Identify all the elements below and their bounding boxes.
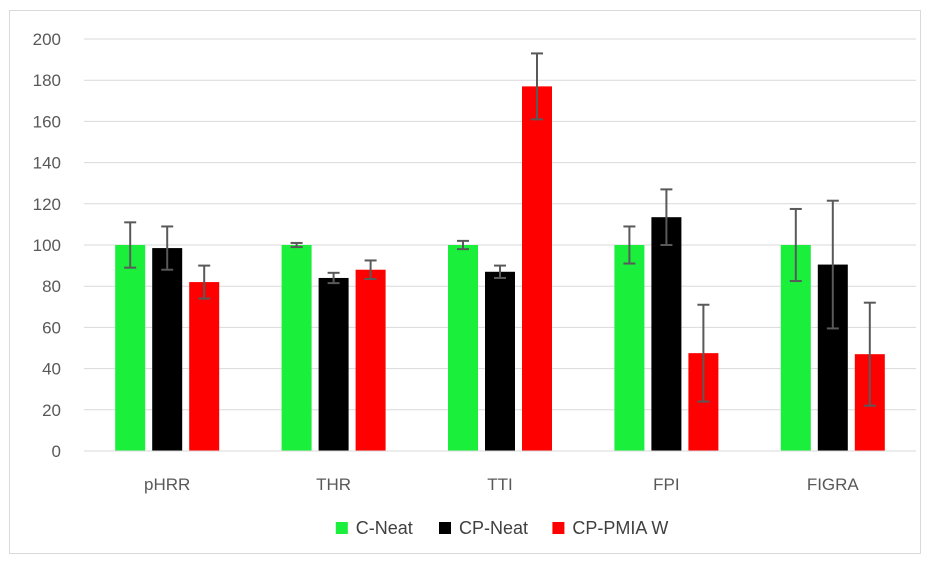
- x-axis-category-labels: pHRR THR TTI FPI FIGRA: [144, 475, 859, 494]
- bar-cp-pmia-w-phrr: [189, 282, 220, 451]
- y-tick-label-200: 200: [33, 30, 61, 49]
- bar-cp-neat-phrr: [152, 248, 183, 451]
- x-category-label-fpi: FPI: [653, 475, 679, 494]
- error-bar-cp-pmia-w-thr: [364, 259, 377, 280]
- y-tick-label-60: 60: [42, 318, 61, 337]
- bar-c-neat-fpi: [614, 245, 645, 451]
- x-category-label-tti: TTI: [487, 475, 513, 494]
- y-tick-label-40: 40: [42, 360, 61, 379]
- error-bar-cp-pmia-w-fpi: [697, 303, 710, 403]
- legend-label-cp-neat: CP-Neat: [459, 518, 528, 538]
- error-bar-cp-neat-phrr: [161, 225, 174, 271]
- bar-c-neat-tti: [448, 245, 478, 451]
- error-bar-c-neat-thr: [290, 241, 303, 249]
- legend-swatch-c-neat: [335, 522, 348, 534]
- legend-label-cp-pmia-w: CP-PMIA W: [572, 518, 668, 538]
- y-tick-label-100: 100: [33, 236, 61, 255]
- error-bar-c-neat-tti: [457, 239, 469, 251]
- y-tick-label-20: 20: [42, 401, 61, 420]
- x-category-label-thr: THR: [316, 475, 351, 494]
- legend-swatch-cp-neat: [439, 522, 451, 534]
- bar-cp-neat-fpi: [651, 217, 682, 451]
- error-bar-cp-pmia-w-tti: [531, 52, 543, 121]
- bar-cp-pmia-w-tti: [522, 86, 552, 451]
- y-tick-label-0: 0: [52, 442, 61, 461]
- error-bar-cp-neat-figra: [826, 199, 839, 330]
- error-bar-cp-neat-fpi: [660, 188, 673, 246]
- error-bar-cp-neat-tti: [494, 264, 506, 279]
- legend: C-Neat CP-Neat CP-PMIA W: [335, 518, 668, 538]
- error-bar-cp-pmia-w-phrr: [198, 264, 211, 300]
- bars: [115, 86, 885, 451]
- y-axis-tick-labels: 0 20 40 60 80 100 120 140 160 180 200: [33, 30, 61, 461]
- error-bar-c-neat-phrr: [124, 221, 137, 269]
- bar-cp-neat-tti: [485, 271, 515, 451]
- y-tick-label-140: 140: [33, 154, 61, 173]
- bar-cp-pmia-w-thr: [355, 269, 386, 451]
- legend-label-c-neat: C-Neat: [356, 518, 413, 538]
- x-category-label-phrr: pHRR: [144, 475, 190, 494]
- error-bar-c-neat-figra: [789, 207, 802, 283]
- bar-cp-neat-thr: [318, 277, 349, 451]
- y-tick-label-80: 80: [42, 277, 61, 296]
- legend-swatch-cp-pmia-w: [552, 522, 565, 534]
- error-bar-c-neat-fpi: [623, 225, 636, 265]
- y-tick-label-120: 120: [33, 195, 61, 214]
- bar-c-neat-thr: [281, 245, 312, 451]
- gridlines: [84, 38, 916, 411]
- bar-c-neat-phrr: [115, 245, 146, 451]
- y-tick-label-180: 180: [33, 71, 61, 90]
- error-bars: [124, 52, 876, 407]
- y-tick-label-160: 160: [33, 112, 61, 131]
- x-category-label-figra: FIGRA: [807, 475, 860, 494]
- error-bar-cp-pmia-w-figra: [863, 301, 876, 407]
- error-bar-cp-neat-thr: [327, 271, 340, 285]
